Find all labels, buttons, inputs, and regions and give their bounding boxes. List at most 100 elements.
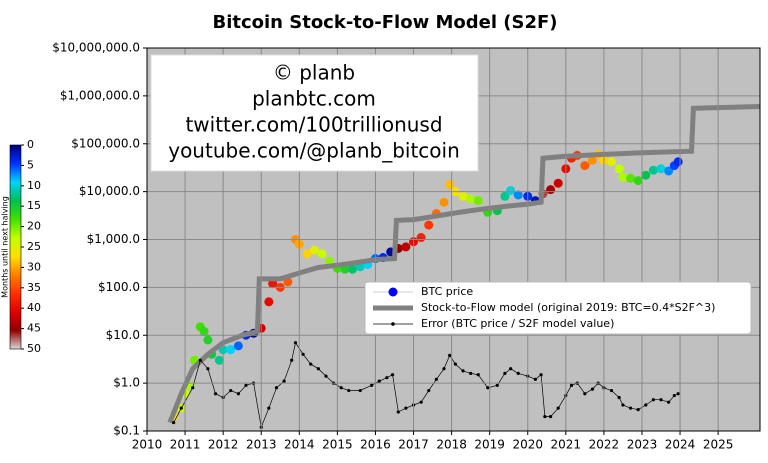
error-point: [206, 367, 210, 371]
error-point: [191, 386, 195, 390]
annotation-box: [150, 54, 479, 172]
error-point: [672, 393, 676, 398]
error-point: [213, 392, 218, 396]
error-point: [282, 379, 286, 383]
price-point: [199, 326, 209, 336]
price-point: [553, 178, 563, 188]
price-point: [317, 249, 327, 259]
y-tick-label: $100.0: [98, 280, 140, 294]
price-point: [264, 297, 274, 307]
error-point: [503, 371, 507, 375]
price-point: [233, 341, 243, 351]
legend-glyph: [391, 322, 395, 326]
x-tick-label: 2010: [132, 438, 163, 452]
error-point: [583, 392, 587, 396]
colorbar-tick-label: 20: [27, 220, 41, 233]
error-point: [636, 407, 640, 412]
price-point: [546, 185, 556, 195]
x-tick-label: 2014: [284, 438, 315, 452]
y-tick-label: $1,000,000.0: [60, 88, 140, 102]
x-tick-label: 2023: [627, 438, 658, 452]
colorbar-tick-label: 35: [27, 281, 41, 294]
price-point: [633, 176, 643, 186]
price-point: [401, 242, 411, 252]
error-point: [495, 383, 499, 387]
price-point: [641, 170, 651, 180]
colorbar-tick-label: 0: [27, 138, 34, 151]
colorbar-tick-label: 25: [27, 240, 41, 253]
error-point: [590, 387, 595, 391]
error-point: [651, 398, 655, 402]
y-tick-label: $10,000,000.0: [52, 41, 140, 55]
price-point: [214, 355, 224, 365]
legend-box: [364, 281, 752, 335]
error-point: [293, 341, 298, 345]
error-point: [274, 386, 279, 390]
x-tick-label: 2016: [360, 438, 391, 452]
error-point: [469, 371, 473, 375]
error-point: [516, 371, 520, 375]
error-point: [290, 358, 294, 362]
x-tick-label: 2022: [589, 438, 620, 452]
price-point: [466, 194, 476, 204]
price-point: [500, 191, 510, 201]
error-point: [659, 398, 663, 402]
price-point: [607, 157, 617, 167]
error-point: [358, 388, 362, 393]
x-tick-label: 2024: [665, 438, 696, 452]
colorbar-tick-label: 45: [27, 322, 41, 335]
plot-area: [167, 104, 760, 429]
y-tick-label: $0.1: [113, 424, 140, 438]
error-point: [628, 406, 633, 410]
error-point: [309, 362, 313, 366]
error-point: [676, 392, 680, 396]
price-point: [618, 172, 628, 182]
error-point: [390, 373, 395, 377]
price-point: [664, 166, 674, 176]
price-point: [203, 335, 213, 345]
legend-label: Stock-to-Flow model (original 2019: BTC=…: [421, 301, 715, 314]
error-point: [453, 362, 458, 366]
annotation-text: twitter.com/100trillionusd: [185, 113, 442, 137]
error-point: [267, 406, 271, 410]
error-point: [236, 392, 240, 396]
x-tick-label: 2013: [246, 438, 277, 452]
error-point: [548, 414, 553, 419]
price-point: [416, 233, 426, 243]
error-point: [244, 383, 248, 387]
x-tick-label: 2021: [551, 438, 582, 452]
price-point: [626, 173, 636, 183]
error-point: [486, 386, 490, 390]
y-tick-label: $1.0: [113, 376, 140, 390]
price-point: [587, 155, 597, 165]
price-point: [226, 345, 236, 355]
x-tick-label: 2011: [170, 438, 201, 452]
error-point: [644, 403, 648, 407]
error-point: [434, 377, 438, 381]
x-tick-label: 2015: [322, 438, 353, 452]
error-point: [301, 352, 305, 356]
colorbar-tick-label: 40: [27, 301, 41, 314]
colorbar-tick-label: 5: [27, 158, 34, 171]
colorbar-tick-label: 10: [27, 179, 41, 192]
error-point: [396, 410, 400, 414]
model-line: [167, 104, 760, 424]
y-tick-label: $100,000.0: [71, 136, 140, 150]
error-point: [621, 403, 625, 407]
legend-label: BTC price: [421, 285, 473, 298]
error-point: [404, 406, 408, 410]
error-point: [667, 400, 671, 404]
price-point: [614, 164, 624, 174]
x-tick-label: 2019: [474, 438, 505, 452]
error-point: [509, 367, 513, 371]
colorbar: [9, 144, 22, 350]
price-point: [648, 165, 658, 175]
colorbar-tick-label: 30: [27, 260, 41, 273]
error-point: [316, 367, 320, 371]
y-tick-label: $1,000.0: [87, 232, 140, 246]
error-point: [427, 388, 431, 393]
price-point: [458, 191, 468, 201]
error-point: [198, 358, 202, 362]
colorbar-tick-label: 50: [27, 342, 41, 355]
